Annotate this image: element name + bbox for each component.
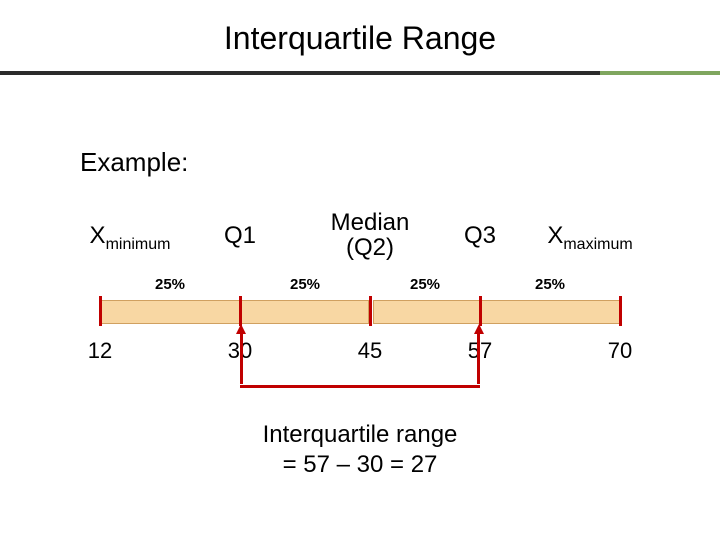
label-x-maximum: Xmaximum xyxy=(547,222,632,254)
label-median: Median (Q2) xyxy=(331,210,410,260)
x-sub: minimum xyxy=(106,236,171,253)
iqr-line2: = 57 – 30 = 27 xyxy=(283,451,438,478)
pct-4: 25% xyxy=(535,276,565,293)
bracket-bottom xyxy=(240,385,480,388)
iqr-result: Interquartile range = 57 – 30 = 27 xyxy=(0,420,720,480)
example-label: Example: xyxy=(80,147,720,178)
title-rule xyxy=(0,63,720,87)
tick-70 xyxy=(619,296,622,326)
bracket-left xyxy=(240,328,243,384)
value-70: 70 xyxy=(608,338,632,364)
value-12: 12 xyxy=(88,338,112,364)
label-q1: Q1 xyxy=(224,222,256,250)
tick-57 xyxy=(479,296,482,326)
tick-30 xyxy=(239,296,242,326)
bracket-arrow-right xyxy=(474,324,484,334)
iqr-line1: Interquartile range xyxy=(263,421,458,448)
page-title: Interquartile Range xyxy=(0,20,720,57)
rule-green xyxy=(600,71,720,75)
pct-3: 25% xyxy=(410,276,440,293)
bar-segment-1 xyxy=(100,300,369,324)
bar-segment-2 xyxy=(373,300,622,324)
x-text: X xyxy=(547,222,563,249)
pct-1: 25% xyxy=(155,276,185,293)
median-top: Median xyxy=(331,209,410,236)
x-text: X xyxy=(90,222,106,249)
tick-45 xyxy=(369,296,372,326)
percent-row: 25% 25% 25% 25% xyxy=(80,276,640,296)
label-q3: Q3 xyxy=(464,222,496,250)
pct-2: 25% xyxy=(290,276,320,293)
iqr-bracket xyxy=(240,328,480,388)
bracket-right xyxy=(477,328,480,384)
iqr-diagram: Xminimum Q1 Median (Q2) Q3 Xmaximum 25% … xyxy=(80,210,640,430)
x-sub: maximum xyxy=(563,236,632,253)
tick-12 xyxy=(99,296,102,326)
median-bot: (Q2) xyxy=(346,234,394,261)
label-x-minimum: Xminimum xyxy=(90,222,171,254)
